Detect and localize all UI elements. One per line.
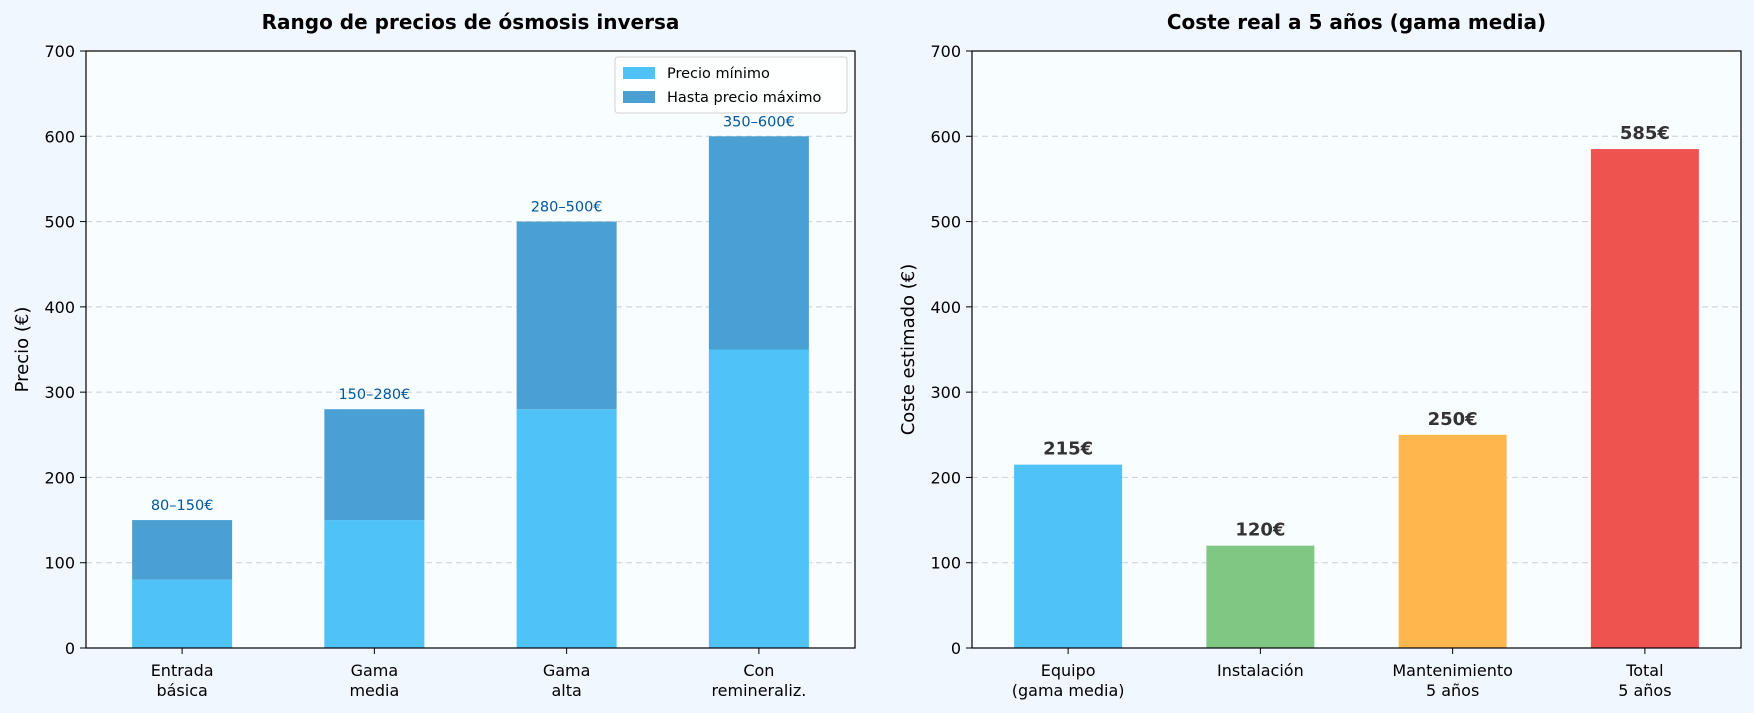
chart2-value-label-3: 585€ — [1620, 123, 1670, 144]
chart2-value-label-0: 215€ — [1043, 439, 1093, 460]
chart1-ytick-label-0: 0 — [65, 639, 75, 658]
chart1-xtick-label-1: Gama media — [349, 661, 399, 700]
chart2-xtick-label-3: Total 5 años — [1618, 661, 1671, 700]
chart1-bar-s1-2 — [516, 221, 617, 410]
chart1-xtick-label-2: Gama alta — [543, 661, 591, 700]
chart1-ytick-label-3: 300 — [44, 383, 75, 402]
chart1-legend-label-0: Precio mínimo — [667, 66, 770, 82]
chart2-bar-1 — [1206, 545, 1315, 648]
chart2-ytick-label-7: 700 — [930, 42, 961, 61]
chart1-ytick-label-4: 400 — [44, 298, 75, 317]
chart1-range-label-3: 350–600€ — [723, 114, 795, 130]
chart1-range-label-1: 150–280€ — [338, 387, 410, 403]
chart2-ytick-label-3: 300 — [930, 383, 961, 402]
chart1-bar-s0-1 — [324, 520, 425, 648]
chart1-ylabel: Precio (€) — [12, 307, 33, 393]
chart2-ytick-label-6: 600 — [930, 127, 961, 146]
chart2-axes-frame — [971, 50, 1742, 649]
chart1-legend-swatch-1 — [623, 91, 655, 103]
chart1-ytick-label-7: 700 — [44, 42, 75, 61]
chart1-range-label-0: 80–150€ — [151, 498, 214, 514]
chart2-title: Coste real a 5 años (gama media) — [1167, 10, 1546, 34]
chart2-ytick-label-4: 400 — [930, 298, 961, 317]
chart1-bar-s0-2 — [516, 409, 617, 648]
chart2-bar-3 — [1590, 149, 1699, 649]
chart1-xtick-label-3: Con remineraliz. — [711, 661, 806, 700]
chart1-xtick-label-0: Entrada básica — [151, 661, 214, 700]
chart1-range-label-2: 280–500€ — [531, 200, 603, 216]
chart2-ytick-label-0: 0 — [951, 639, 961, 658]
chart1-legend-box — [614, 56, 848, 114]
chart2-ytick-label-5: 500 — [930, 213, 961, 232]
chart1-ytick-label-5: 500 — [44, 213, 75, 232]
chart1-legend-label-1: Hasta precio máximo — [667, 90, 822, 106]
chart2-xtick-label-0: Equipo (gama media) — [1012, 661, 1125, 700]
chart2-ylabel: Coste estimado (€) — [898, 264, 919, 436]
chart2-xtick-label-2: Mantenimiento 5 años — [1392, 661, 1513, 700]
chart2-xtick-label-1: Instalación — [1217, 661, 1304, 680]
chart1-axes-frame — [85, 50, 856, 649]
chart1-bar-s1-3 — [708, 136, 809, 350]
chart1-title: Rango de precios de ósmosis inversa — [262, 10, 680, 34]
chart1-bar-s0-0 — [132, 579, 233, 648]
chart2-value-label-2: 250€ — [1428, 409, 1478, 430]
chart1-ytick-label-6: 600 — [44, 127, 75, 146]
chart2-ytick-label-1: 100 — [930, 554, 961, 573]
chart2-bar-2 — [1398, 434, 1507, 648]
chart1-legend-swatch-0 — [623, 67, 655, 79]
chart2-bar-0 — [1014, 464, 1123, 648]
chart1-bar-s0-3 — [708, 349, 809, 648]
chart1-bar-s1-1 — [324, 409, 425, 521]
chart1-ytick-label-1: 100 — [44, 554, 75, 573]
chart1-ytick-label-2: 200 — [44, 468, 75, 487]
chart2-ytick-label-2: 200 — [930, 468, 961, 487]
chart1-bar-s1-0 — [132, 520, 233, 580]
chart2-value-label-1: 120€ — [1235, 520, 1285, 541]
